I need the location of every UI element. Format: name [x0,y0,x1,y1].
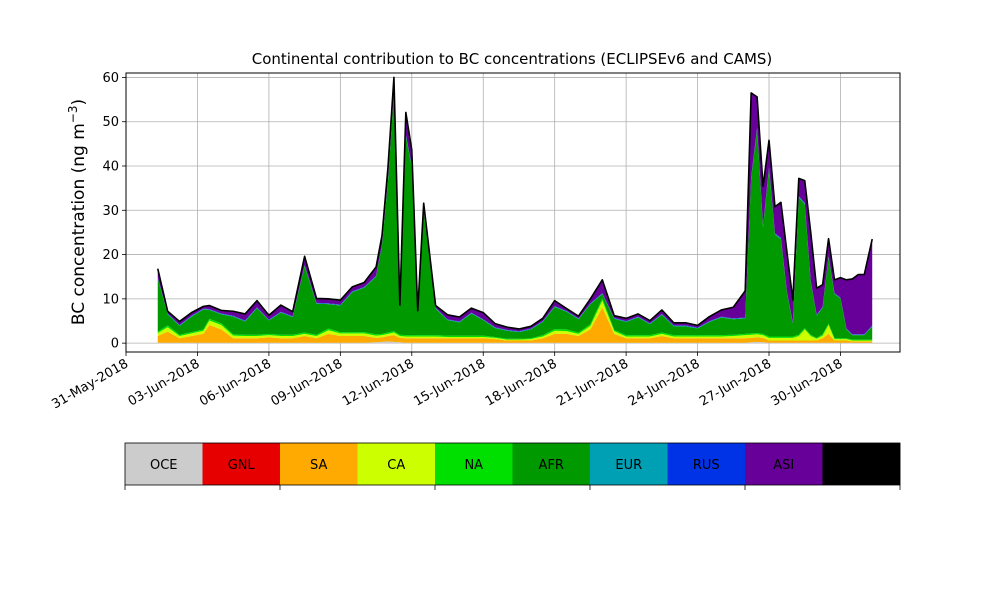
x-tick-label: 09-Jun-2018 [269,356,346,409]
legend-label: ASI [773,458,794,473]
legend-swatch-gnl [202,443,281,485]
x-tick-label: 03-Jun-2018 [126,356,203,409]
area-sa [157,307,873,343]
y-axis-label-close: ) [69,99,89,106]
y-tick-label: 0 [111,337,119,352]
stacked-areas [157,77,873,344]
y-axis-label-main: BC concentration (ng m [69,123,89,325]
x-tick-label: 21-Jun-2018 [554,356,631,409]
plot-frame [125,72,901,353]
legend-swatch-asi [745,443,823,485]
x-axis: 31-May-201803-Jun-201806-Jun-201809-Jun-… [49,352,845,412]
legend-swatch-afr [512,443,591,485]
y-axis-label-superscript: −3 [66,105,80,123]
area-afr [157,92,873,340]
total-concentration-line [156,76,873,330]
legend-swatch-rus [667,443,746,485]
x-tick-label: 27-Jun-2018 [697,356,774,409]
x-tick-label: 18-Jun-2018 [483,356,560,409]
chart-title: Continental contribution to BC concentra… [252,50,773,68]
y-axis: 0 10 20 30 40 50 60 [102,71,126,352]
total-line [156,76,873,330]
legend-label: SA [310,458,327,473]
x-tick-label: 12-Jun-2018 [340,356,417,409]
legend-frame [124,442,901,486]
plot-area [125,72,901,353]
y-tick-label: 10 [102,292,119,307]
x-tick-label: 15-Jun-2018 [411,356,488,409]
y-tick-label: 20 [102,248,119,263]
x-tick-label: 30-Jun-2018 [769,356,846,409]
area-ca [157,300,873,342]
legend-label: RUS [693,458,720,473]
legend-swatch-oce [125,443,203,485]
x-tick-label: 06-Jun-2018 [197,356,274,409]
legend-swatch-aus [822,443,901,485]
y-axis-label: BC concentration (ng m−3) [66,99,89,325]
legend-label: CA [387,458,405,473]
legend-label: AFR [539,458,564,473]
legend-label: NA [464,458,483,473]
legend-label: OCE [150,458,178,473]
x-tick-label: 31-May-2018 [49,356,131,412]
legend-swatch-na [435,443,513,485]
x-tick-label: 24-Jun-2018 [626,356,703,409]
legend-swatch-eur [590,443,668,485]
legend-label: GNL [228,458,256,473]
legend-swatch-sa [280,443,358,485]
legend-label: EUR [615,458,642,473]
y-tick-label: 40 [102,160,119,175]
y-tick-label: 30 [102,204,119,219]
y-tick-label: 60 [102,71,119,86]
legend-label: AUS [848,458,875,473]
y-tick-label: 50 [102,115,119,130]
colorbar-legend: OCE GNL SA CA NA AFR EUR RUS ASI AUS [124,442,901,490]
legend-swatch-ca [357,443,436,485]
